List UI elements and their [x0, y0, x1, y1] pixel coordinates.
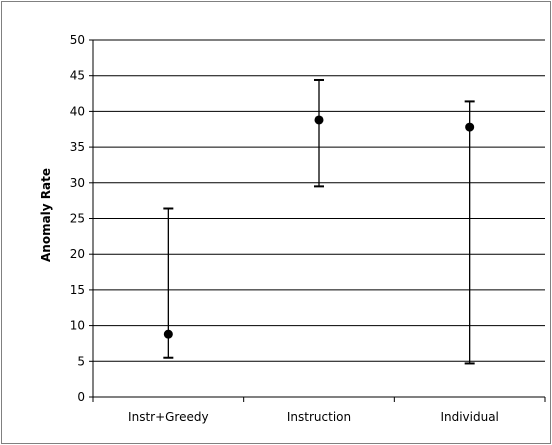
y-tick-label: 30	[70, 176, 85, 190]
x-tick-labels: Instr+Greedy Instruction Individual	[128, 410, 499, 424]
y-tick-label: 45	[70, 69, 85, 83]
x-tick-label: Instruction	[287, 410, 351, 424]
data-marks	[163, 78, 475, 365]
data-point	[314, 115, 324, 125]
y-tick-labels: 0 5 10 15 20 25 30 35 40 45 50	[70, 33, 85, 404]
x-tick-label: Instr+Greedy	[128, 410, 209, 424]
y-tick-label: 0	[77, 390, 85, 404]
data-point	[163, 329, 173, 339]
y-tick-label: 25	[70, 212, 85, 226]
axes	[89, 39, 546, 402]
y-tick-label: 10	[70, 319, 85, 333]
y-tick-label: 50	[70, 33, 85, 47]
y-tick-label: 15	[70, 283, 85, 297]
y-tick-label: 5	[77, 354, 85, 368]
y-tick-label: 40	[70, 104, 85, 118]
data-point	[465, 122, 475, 132]
y-axis-title: Anomaly Rate	[39, 168, 53, 262]
y-tick-label: 20	[70, 247, 85, 261]
y-tick-label: 35	[70, 140, 85, 154]
x-tick-label: Individual	[440, 410, 498, 424]
